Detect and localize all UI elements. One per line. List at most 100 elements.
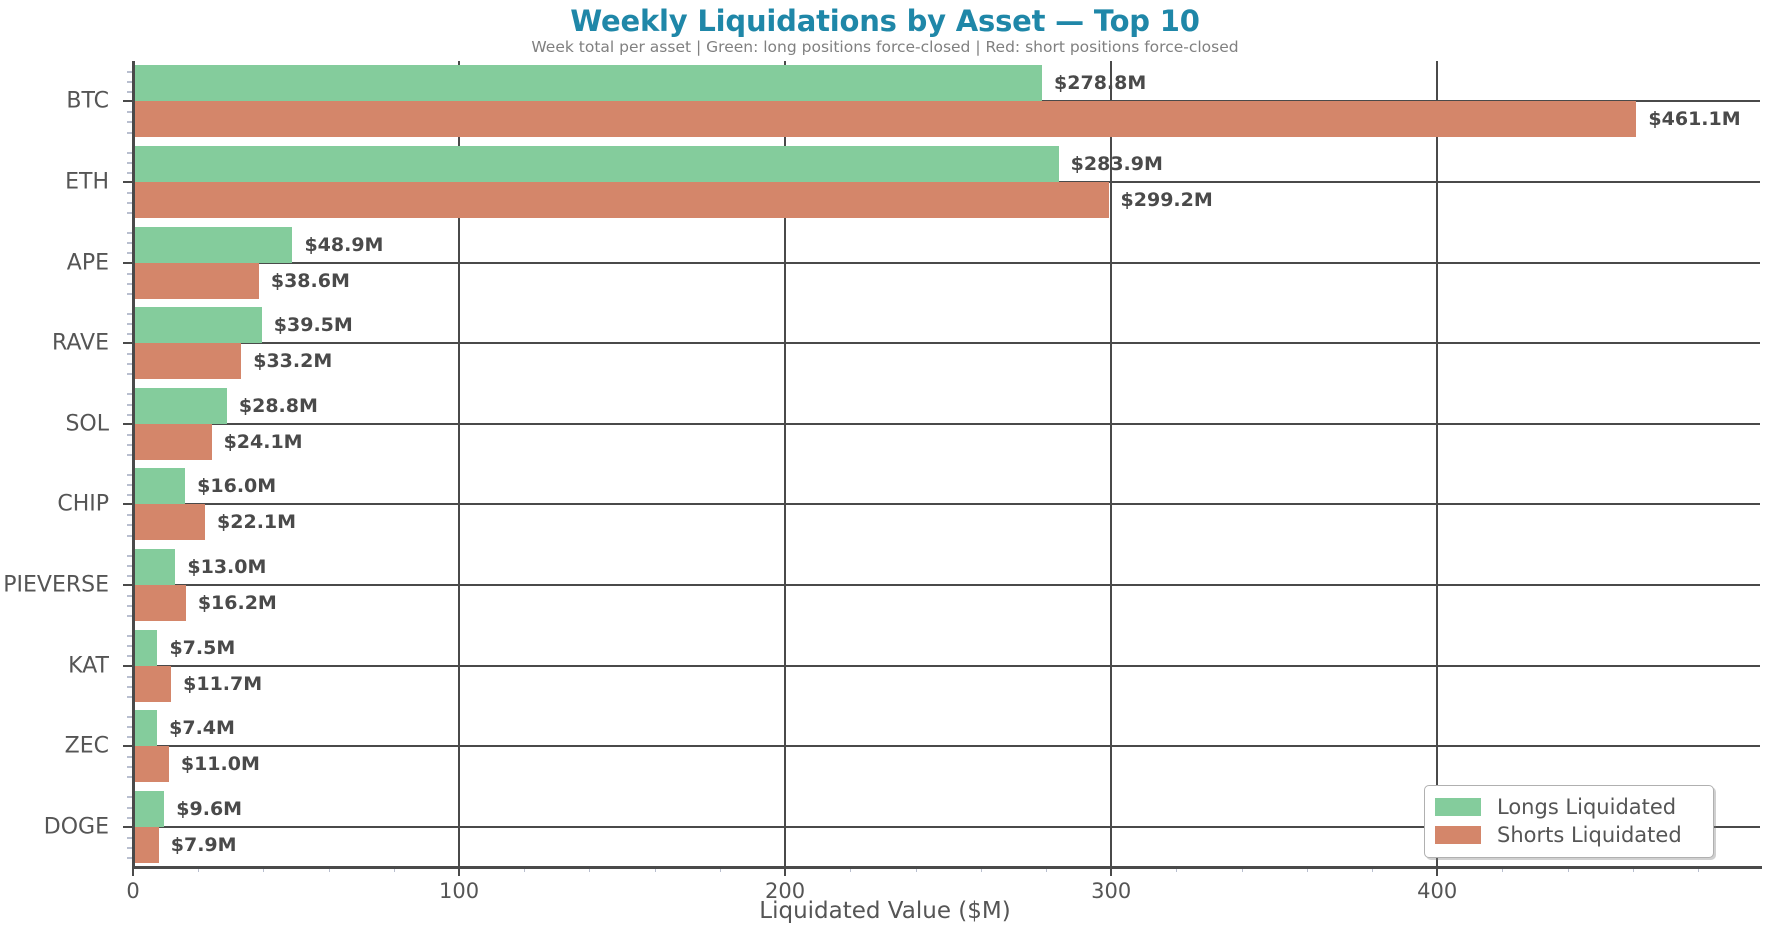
y-gridline [133, 825, 1760, 828]
bar-shorts[interactable] [133, 101, 1637, 138]
bar-longs[interactable] [133, 387, 227, 424]
x-tick-label: 100 [439, 879, 480, 903]
y-minor-tick [127, 796, 133, 799]
x-minor-tick [1698, 867, 1700, 872]
bar-value-label: $28.8M [238, 394, 318, 417]
y-minor-tick [127, 645, 133, 648]
y-minor-tick [127, 806, 133, 809]
y-tick [123, 503, 134, 506]
bar-shorts[interactable] [133, 504, 206, 541]
y-minor-tick [127, 81, 133, 84]
x-tick [1110, 867, 1113, 876]
chart-legend[interactable]: Longs Liquidated Shorts Liquidated [1424, 785, 1714, 858]
y-minor-tick [127, 292, 133, 295]
bar-shorts[interactable] [133, 826, 159, 863]
y-minor-tick [127, 272, 133, 275]
bar-shorts[interactable] [133, 746, 169, 783]
bar-value-label: $278.8M [1054, 72, 1147, 95]
x-tick [1436, 867, 1439, 876]
y-tick [123, 261, 134, 264]
bar-shorts[interactable] [133, 262, 259, 299]
y-minor-tick [127, 474, 133, 477]
legend-item-longs[interactable]: Longs Liquidated [1435, 793, 1703, 821]
bar-longs[interactable] [133, 226, 293, 263]
x-minor-tick [524, 867, 526, 872]
bar-value-label: $13.0M [187, 555, 267, 578]
y-tick [123, 342, 134, 345]
bar-value-label: $11.7M [183, 672, 263, 695]
y-category-label: KAT [68, 653, 109, 678]
y-minor-tick [127, 403, 133, 406]
y-minor-tick [127, 393, 133, 396]
legend-item-shorts[interactable]: Shorts Liquidated [1435, 821, 1703, 849]
y-minor-tick [127, 171, 133, 174]
y-category-label: ZEC [64, 733, 109, 759]
plot-area: $278.8M $461.1M $283.9M $299.2M $48.9M $38.6M… [3, 61, 1762, 903]
y-minor-tick [127, 353, 133, 356]
y-minor-tick [127, 312, 133, 315]
chart-subtitle: Week total per asset | Green: long posit… [531, 38, 1239, 56]
y-minor-tick [127, 685, 133, 688]
bar-longs[interactable] [133, 307, 262, 344]
x-minor-tick [654, 867, 656, 872]
y-gridline [133, 342, 1760, 345]
y-tick [123, 825, 134, 828]
y-category-label: CHIP [57, 491, 109, 517]
bar-value-label: $16.0M [197, 475, 277, 498]
y-minor-tick [127, 232, 133, 235]
y-minor-tick [127, 524, 133, 527]
x-gridline [1110, 61, 1113, 867]
y-minor-tick [127, 675, 133, 678]
y-gridline [133, 261, 1760, 264]
legend-swatch-longs-icon [1435, 798, 1481, 816]
x-tick [132, 867, 134, 876]
y-tick [123, 100, 134, 103]
bar-longs[interactable] [133, 710, 158, 747]
x-minor-tick [198, 867, 200, 872]
x-gridline [784, 61, 787, 867]
y-minor-tick [127, 715, 133, 718]
x-minor-tick [719, 867, 721, 872]
bar-value-label: $22.1M [217, 511, 297, 534]
y-minor-tick [127, 111, 133, 114]
y-category-label: BTC [66, 88, 109, 114]
bar-value-label: $7.9M [170, 833, 237, 856]
y-gridline [133, 422, 1760, 425]
bar-longs[interactable] [133, 790, 165, 827]
y-minor-tick [127, 574, 133, 577]
x-minor-tick [393, 867, 395, 872]
y-minor-tick [127, 756, 133, 759]
bar-shorts[interactable] [133, 423, 212, 460]
bar-value-label: $299.2M [1120, 188, 1213, 211]
bar-longs[interactable] [133, 629, 158, 666]
x-minor-tick [1632, 867, 1634, 872]
bar-shorts[interactable] [133, 343, 242, 380]
y-minor-tick [127, 71, 133, 74]
y-minor-tick [127, 594, 133, 597]
y-tick [123, 745, 134, 748]
bar-value-label: $48.9M [304, 233, 384, 256]
y-minor-tick [127, 635, 133, 638]
bar-shorts[interactable] [133, 181, 1109, 218]
y-minor-tick [127, 151, 133, 154]
x-tick-label: 300 [1091, 879, 1132, 903]
bar-longs[interactable] [133, 65, 1043, 102]
x-tick-label: 0 [126, 879, 140, 903]
y-tick [123, 583, 134, 586]
y-minor-tick [127, 736, 133, 739]
bar-longs[interactable] [133, 548, 176, 585]
y-category-label: RAVE [52, 330, 109, 356]
bar-shorts[interactable] [133, 665, 172, 702]
y-minor-tick [127, 816, 133, 819]
bar-shorts[interactable] [133, 584, 186, 621]
y-minor-tick [127, 453, 133, 456]
y-gridline [133, 745, 1760, 748]
bar-value-label: $16.2M [197, 591, 277, 614]
x-minor-tick [915, 867, 917, 872]
bar-longs[interactable] [133, 145, 1059, 182]
x-minor-tick [1045, 867, 1047, 872]
y-minor-tick [127, 776, 133, 779]
x-tick-label: 200 [765, 879, 806, 903]
y-minor-tick [127, 322, 133, 325]
bar-longs[interactable] [133, 468, 186, 505]
